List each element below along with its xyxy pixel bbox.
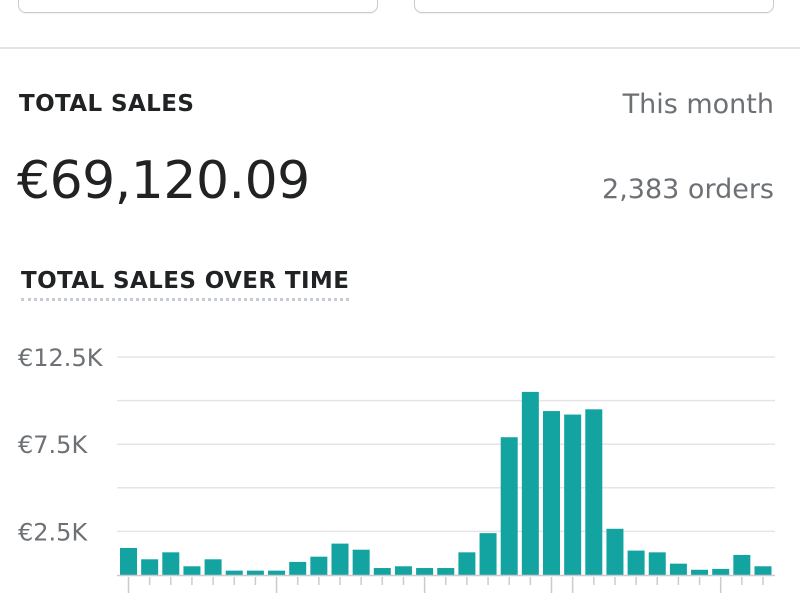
sales-bar[interactable] xyxy=(120,547,137,575)
chart-title[interactable]: TOTAL SALES OVER TIME xyxy=(21,268,350,301)
sales-bar[interactable] xyxy=(754,566,772,575)
sales-bar[interactable] xyxy=(648,552,666,575)
y-tick-label: €12.5K xyxy=(18,344,104,372)
comparison-card[interactable] xyxy=(414,0,774,13)
sales-bar[interactable] xyxy=(437,568,455,575)
y-tick-label: €7.5K xyxy=(18,431,88,459)
sales-bar[interactable] xyxy=(585,409,603,575)
sales-bar[interactable] xyxy=(691,569,709,575)
total-sales-amount: €69,120.09 xyxy=(17,151,310,211)
period-label: This month xyxy=(622,89,774,120)
sales-bar[interactable] xyxy=(458,552,476,575)
sales-bar[interactable] xyxy=(394,566,412,575)
sales-bar[interactable] xyxy=(141,559,159,575)
sales-bar[interactable] xyxy=(310,556,328,575)
sales-bar[interactable] xyxy=(564,414,582,575)
sales-bar[interactable] xyxy=(479,533,497,575)
sales-bar[interactable] xyxy=(268,570,286,575)
sales-bar[interactable] xyxy=(246,570,264,575)
sales-bar[interactable] xyxy=(627,550,645,575)
sales-bar[interactable] xyxy=(289,561,307,575)
total-sales-heading: TOTAL SALES xyxy=(19,91,195,117)
sales-bar[interactable] xyxy=(712,568,730,575)
date-range-card[interactable] xyxy=(18,0,378,13)
sales-bar[interactable] xyxy=(416,568,434,575)
y-tick-label: €2.5K xyxy=(18,518,88,546)
sales-bar[interactable] xyxy=(225,570,243,575)
sales-bar-chart: €2.5K €7.5K €12.5K xyxy=(18,344,775,593)
sales-bar[interactable] xyxy=(352,549,370,575)
sales-bar[interactable] xyxy=(521,391,539,575)
sales-bar[interactable] xyxy=(543,411,560,575)
sales-bar[interactable] xyxy=(733,554,751,575)
orders-count: 2,383 orders xyxy=(602,174,774,205)
sales-bar[interactable] xyxy=(162,552,180,575)
sales-bar[interactable] xyxy=(331,543,349,575)
sales-bar[interactable] xyxy=(183,566,201,575)
sales-bar[interactable] xyxy=(669,563,687,575)
sales-bar[interactable] xyxy=(373,568,391,575)
section-divider xyxy=(0,47,800,49)
sales-bar[interactable] xyxy=(500,437,518,575)
sales-bar[interactable] xyxy=(204,559,222,575)
sales-bar[interactable] xyxy=(606,528,624,575)
